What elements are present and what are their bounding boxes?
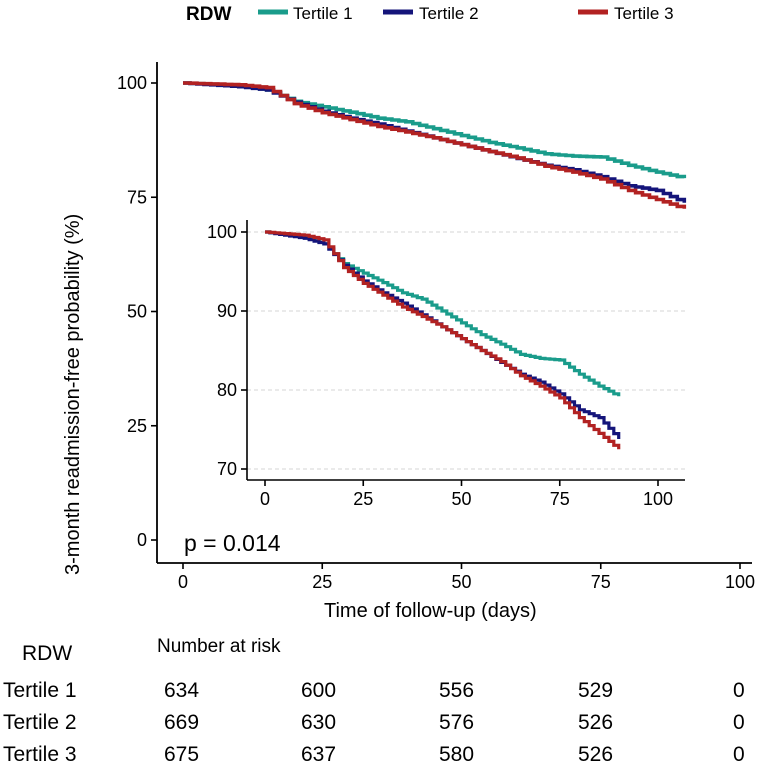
- inset-series-tertile-3: [265, 230, 621, 450]
- risk-cell: 556: [439, 679, 475, 702]
- main-y-tick-label: 25: [127, 416, 147, 436]
- inset-x-tick-label: 0: [260, 489, 270, 509]
- inset-x-tick-label: 50: [451, 489, 471, 509]
- legend-label-tertile-2: Tertile 2: [419, 4, 479, 23]
- main-x-tick-label: 75: [591, 572, 611, 592]
- risk-cell: 529: [578, 679, 614, 702]
- risk-cell: 0: [733, 743, 745, 766]
- risk-row-label-tertile-1: Tertile 1: [3, 679, 77, 702]
- risk-cell: 600: [301, 679, 337, 702]
- inset-y-tick-label: 90: [217, 301, 237, 321]
- main-series-tertile-1: [183, 81, 687, 179]
- inset-y-tick-label: 100: [207, 222, 237, 242]
- risk-row-label-tertile-3: Tertile 3: [3, 743, 77, 766]
- main-ticks: 0 25 50 75 100 0 25 50 75 100: [117, 73, 755, 592]
- inset-background: [243, 218, 685, 483]
- main-y-tick-label: 50: [127, 302, 147, 322]
- risk-cell: 0: [733, 679, 745, 702]
- risk-cell: 637: [301, 743, 337, 766]
- main-y-tick-label: 100: [117, 73, 147, 93]
- risk-cell: 634: [164, 679, 200, 702]
- main-x-tick-label: 25: [312, 572, 332, 592]
- inset-ticks: 70 80 90 100 0 25 50 75 100: [207, 222, 673, 509]
- p-value-annotation: p = 0.014: [184, 530, 281, 556]
- risk-cell: 669: [164, 711, 200, 734]
- inset-y-tick-label: 80: [217, 380, 237, 400]
- legend: RDW Tertile 1 Tertile 2 Tertile 3: [186, 4, 674, 25]
- inset-x-tick-label: 25: [353, 489, 373, 509]
- survival-chart: RDW Tertile 1 Tertile 2 Tertile 3 025507…: [62, 4, 755, 622]
- main-y-tick-label: 0: [137, 530, 147, 550]
- main-x-tick-label: 100: [725, 572, 755, 592]
- main-y-tick-label: 75: [127, 187, 147, 207]
- main-series: [183, 81, 687, 209]
- main-x-tick-label: 50: [451, 572, 471, 592]
- inset-y-tick-label: 70: [217, 459, 237, 479]
- y-axis-label: 3-month readmission-free probability (%): [62, 214, 84, 575]
- legend-label-tertile-3: Tertile 3: [614, 4, 674, 23]
- main-series-tertile-3: [183, 81, 687, 209]
- risk-cell: 630: [301, 711, 337, 734]
- legend-label-tertile-1: Tertile 1: [293, 4, 353, 23]
- inset-x-tick-label: 75: [550, 489, 570, 509]
- risk-cell: 576: [439, 711, 475, 734]
- risk-cell: 580: [439, 743, 475, 766]
- inset-x-tick-label: 100: [643, 489, 673, 509]
- main-series-tertile-2: [183, 81, 687, 203]
- inset-series: [265, 230, 621, 450]
- risk-cell: 526: [578, 711, 614, 734]
- risk-cell: 0: [733, 711, 745, 734]
- risk-cell: 675: [164, 743, 200, 766]
- risk-table-group-label: RDW: [22, 642, 73, 665]
- legend-title: RDW: [186, 4, 231, 25]
- x-axis-label: Time of follow-up (days): [324, 600, 537, 622]
- risk-table-header: Number at risk: [157, 636, 281, 657]
- risk-row-label-tertile-2: Tertile 2: [3, 711, 77, 734]
- main-x-tick-label: 0: [178, 572, 188, 592]
- risk-cell: 526: [578, 743, 614, 766]
